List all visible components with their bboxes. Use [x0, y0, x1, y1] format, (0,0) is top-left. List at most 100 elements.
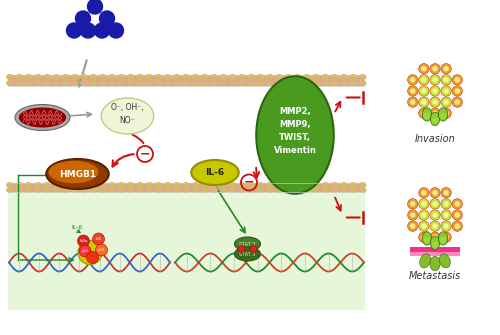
Circle shape	[430, 108, 440, 119]
Ellipse shape	[109, 81, 116, 85]
Circle shape	[430, 188, 440, 198]
FancyBboxPatch shape	[8, 189, 365, 310]
Ellipse shape	[313, 75, 320, 79]
Ellipse shape	[81, 188, 87, 192]
Circle shape	[444, 100, 448, 104]
Circle shape	[452, 221, 462, 231]
Ellipse shape	[220, 75, 226, 79]
Ellipse shape	[100, 75, 106, 79]
Ellipse shape	[438, 232, 448, 245]
Ellipse shape	[211, 81, 218, 85]
Circle shape	[76, 11, 90, 26]
Ellipse shape	[101, 98, 154, 134]
Circle shape	[411, 100, 414, 104]
Circle shape	[418, 188, 429, 198]
Ellipse shape	[16, 188, 22, 192]
Circle shape	[78, 241, 102, 265]
Ellipse shape	[7, 183, 14, 187]
Ellipse shape	[183, 183, 190, 187]
Ellipse shape	[304, 188, 310, 192]
Ellipse shape	[211, 188, 218, 192]
Ellipse shape	[44, 75, 51, 79]
Ellipse shape	[285, 81, 292, 85]
Ellipse shape	[322, 183, 328, 187]
Circle shape	[238, 246, 245, 253]
Ellipse shape	[211, 183, 218, 187]
Ellipse shape	[340, 183, 347, 187]
Ellipse shape	[26, 81, 32, 85]
Ellipse shape	[192, 183, 199, 187]
Ellipse shape	[332, 188, 338, 192]
Ellipse shape	[164, 75, 171, 79]
Ellipse shape	[248, 183, 254, 187]
Ellipse shape	[44, 188, 51, 192]
Ellipse shape	[34, 188, 41, 192]
Circle shape	[433, 89, 437, 93]
Ellipse shape	[174, 183, 180, 187]
Text: Invasion: Invasion	[414, 134, 456, 144]
Ellipse shape	[183, 81, 190, 85]
Circle shape	[424, 113, 430, 119]
Ellipse shape	[62, 81, 69, 85]
Ellipse shape	[234, 237, 260, 251]
Ellipse shape	[238, 183, 245, 187]
Circle shape	[444, 89, 448, 93]
Ellipse shape	[230, 188, 236, 192]
Circle shape	[441, 232, 452, 243]
Text: STAT 3: STAT 3	[240, 252, 256, 257]
Ellipse shape	[100, 81, 106, 85]
Ellipse shape	[16, 81, 22, 85]
Ellipse shape	[322, 75, 328, 79]
Circle shape	[418, 64, 429, 74]
Circle shape	[79, 245, 91, 257]
Circle shape	[430, 97, 440, 107]
Ellipse shape	[81, 75, 87, 79]
Circle shape	[422, 67, 426, 71]
Ellipse shape	[248, 81, 254, 85]
Circle shape	[444, 235, 448, 239]
Circle shape	[108, 23, 124, 38]
Ellipse shape	[62, 188, 69, 192]
Circle shape	[441, 64, 452, 74]
Ellipse shape	[202, 183, 208, 187]
Ellipse shape	[53, 183, 60, 187]
Ellipse shape	[155, 183, 162, 187]
Circle shape	[441, 210, 452, 220]
Circle shape	[418, 108, 429, 119]
Text: p50: p50	[98, 248, 105, 252]
Ellipse shape	[350, 188, 356, 192]
Circle shape	[430, 199, 440, 209]
Ellipse shape	[81, 81, 87, 85]
Ellipse shape	[164, 81, 171, 85]
Circle shape	[433, 78, 437, 82]
Ellipse shape	[62, 183, 69, 187]
Ellipse shape	[155, 188, 162, 192]
Ellipse shape	[304, 183, 310, 187]
Ellipse shape	[192, 160, 239, 185]
Circle shape	[418, 97, 429, 107]
Ellipse shape	[146, 183, 152, 187]
Ellipse shape	[174, 81, 180, 85]
Ellipse shape	[128, 75, 134, 79]
Circle shape	[408, 221, 418, 231]
Circle shape	[422, 191, 426, 195]
Circle shape	[250, 246, 257, 253]
Circle shape	[444, 78, 448, 82]
Text: O⁻, OH⁻,
NO⁻: O⁻, OH⁻, NO⁻	[111, 103, 144, 125]
Ellipse shape	[202, 81, 208, 85]
Ellipse shape	[72, 75, 78, 79]
Circle shape	[433, 111, 437, 115]
Circle shape	[430, 210, 440, 220]
Ellipse shape	[359, 75, 366, 79]
Circle shape	[88, 0, 102, 14]
Ellipse shape	[72, 188, 78, 192]
Ellipse shape	[350, 81, 356, 85]
Ellipse shape	[146, 75, 152, 79]
Ellipse shape	[276, 81, 282, 85]
Ellipse shape	[26, 188, 32, 192]
Ellipse shape	[422, 108, 432, 121]
Ellipse shape	[266, 81, 273, 85]
Ellipse shape	[90, 75, 96, 79]
Circle shape	[456, 78, 459, 82]
Ellipse shape	[34, 183, 41, 187]
